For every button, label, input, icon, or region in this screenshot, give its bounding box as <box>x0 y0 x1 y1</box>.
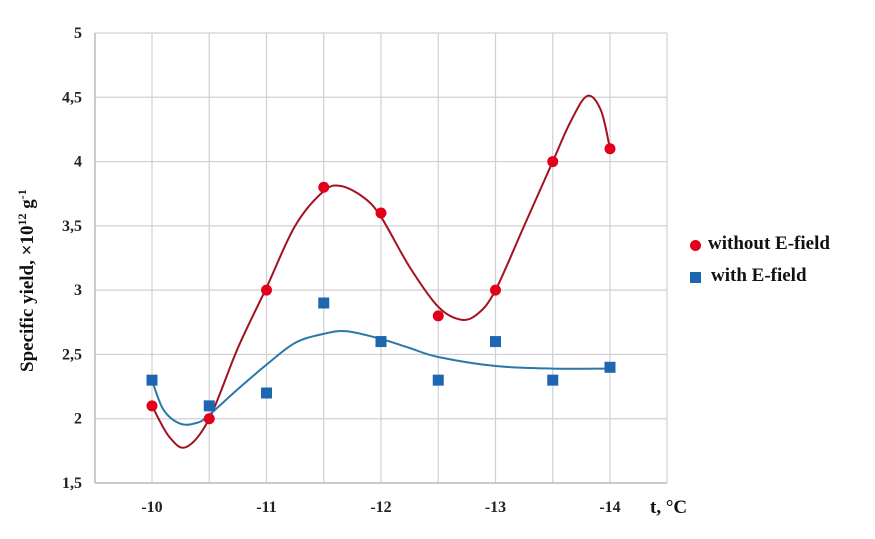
svg-text:-13: -13 <box>485 499 506 516</box>
legend: without E-field with E-field <box>690 228 830 292</box>
svg-text:-10: -10 <box>141 499 162 516</box>
svg-text:3,5: 3,5 <box>62 218 82 235</box>
x-axis-title: t, °C <box>650 497 687 518</box>
data-point <box>261 387 272 399</box>
data-point <box>604 143 616 155</box>
gridlines <box>94 32 668 484</box>
y-axis-ticks: 1,5 2 2,5 3 3,5 4 4,5 5 <box>62 25 82 492</box>
svg-text:-12: -12 <box>370 499 391 516</box>
circle-marker-icon <box>690 240 701 251</box>
legend-item-without-e-field: without E-field <box>690 228 830 260</box>
svg-text:2,5: 2,5 <box>62 346 82 363</box>
series-without-e-field <box>146 143 616 425</box>
data-point <box>547 156 559 168</box>
x-axis-ticks: -10 -11 -12 -13 -14 <box>141 499 620 516</box>
data-point <box>261 284 272 296</box>
data-point <box>490 284 501 296</box>
svg-text:3: 3 <box>74 282 82 299</box>
data-point <box>432 310 444 322</box>
svg-text:-11: -11 <box>256 499 276 516</box>
data-point <box>375 336 387 348</box>
legend-label: with E-field <box>711 265 807 286</box>
legend-item-with-e-field: with E-field <box>690 260 830 292</box>
data-point <box>375 207 387 219</box>
svg-text:4: 4 <box>74 154 82 171</box>
data-point <box>203 400 215 412</box>
trendline-with-e-field <box>151 330 611 426</box>
data-point <box>146 400 158 412</box>
y-axis-title: Specific yield, ×1012 g-1 <box>15 189 38 372</box>
svg-text:2: 2 <box>74 411 82 428</box>
svg-text:1,5: 1,5 <box>62 475 82 492</box>
trendline-without-e-field <box>151 94 611 449</box>
data-point <box>490 336 501 348</box>
svg-text:5: 5 <box>74 25 82 42</box>
data-point <box>318 297 330 309</box>
square-marker-icon <box>690 271 701 283</box>
data-point <box>318 181 330 193</box>
data-point <box>432 374 444 386</box>
data-point <box>604 361 616 373</box>
svg-text:4,5: 4,5 <box>62 89 82 106</box>
series-with-e-field <box>146 297 616 412</box>
data-point <box>203 413 215 425</box>
svg-text:-14: -14 <box>599 499 620 516</box>
data-point <box>146 374 158 386</box>
legend-label: without E-field <box>708 233 830 254</box>
data-point <box>547 374 559 386</box>
